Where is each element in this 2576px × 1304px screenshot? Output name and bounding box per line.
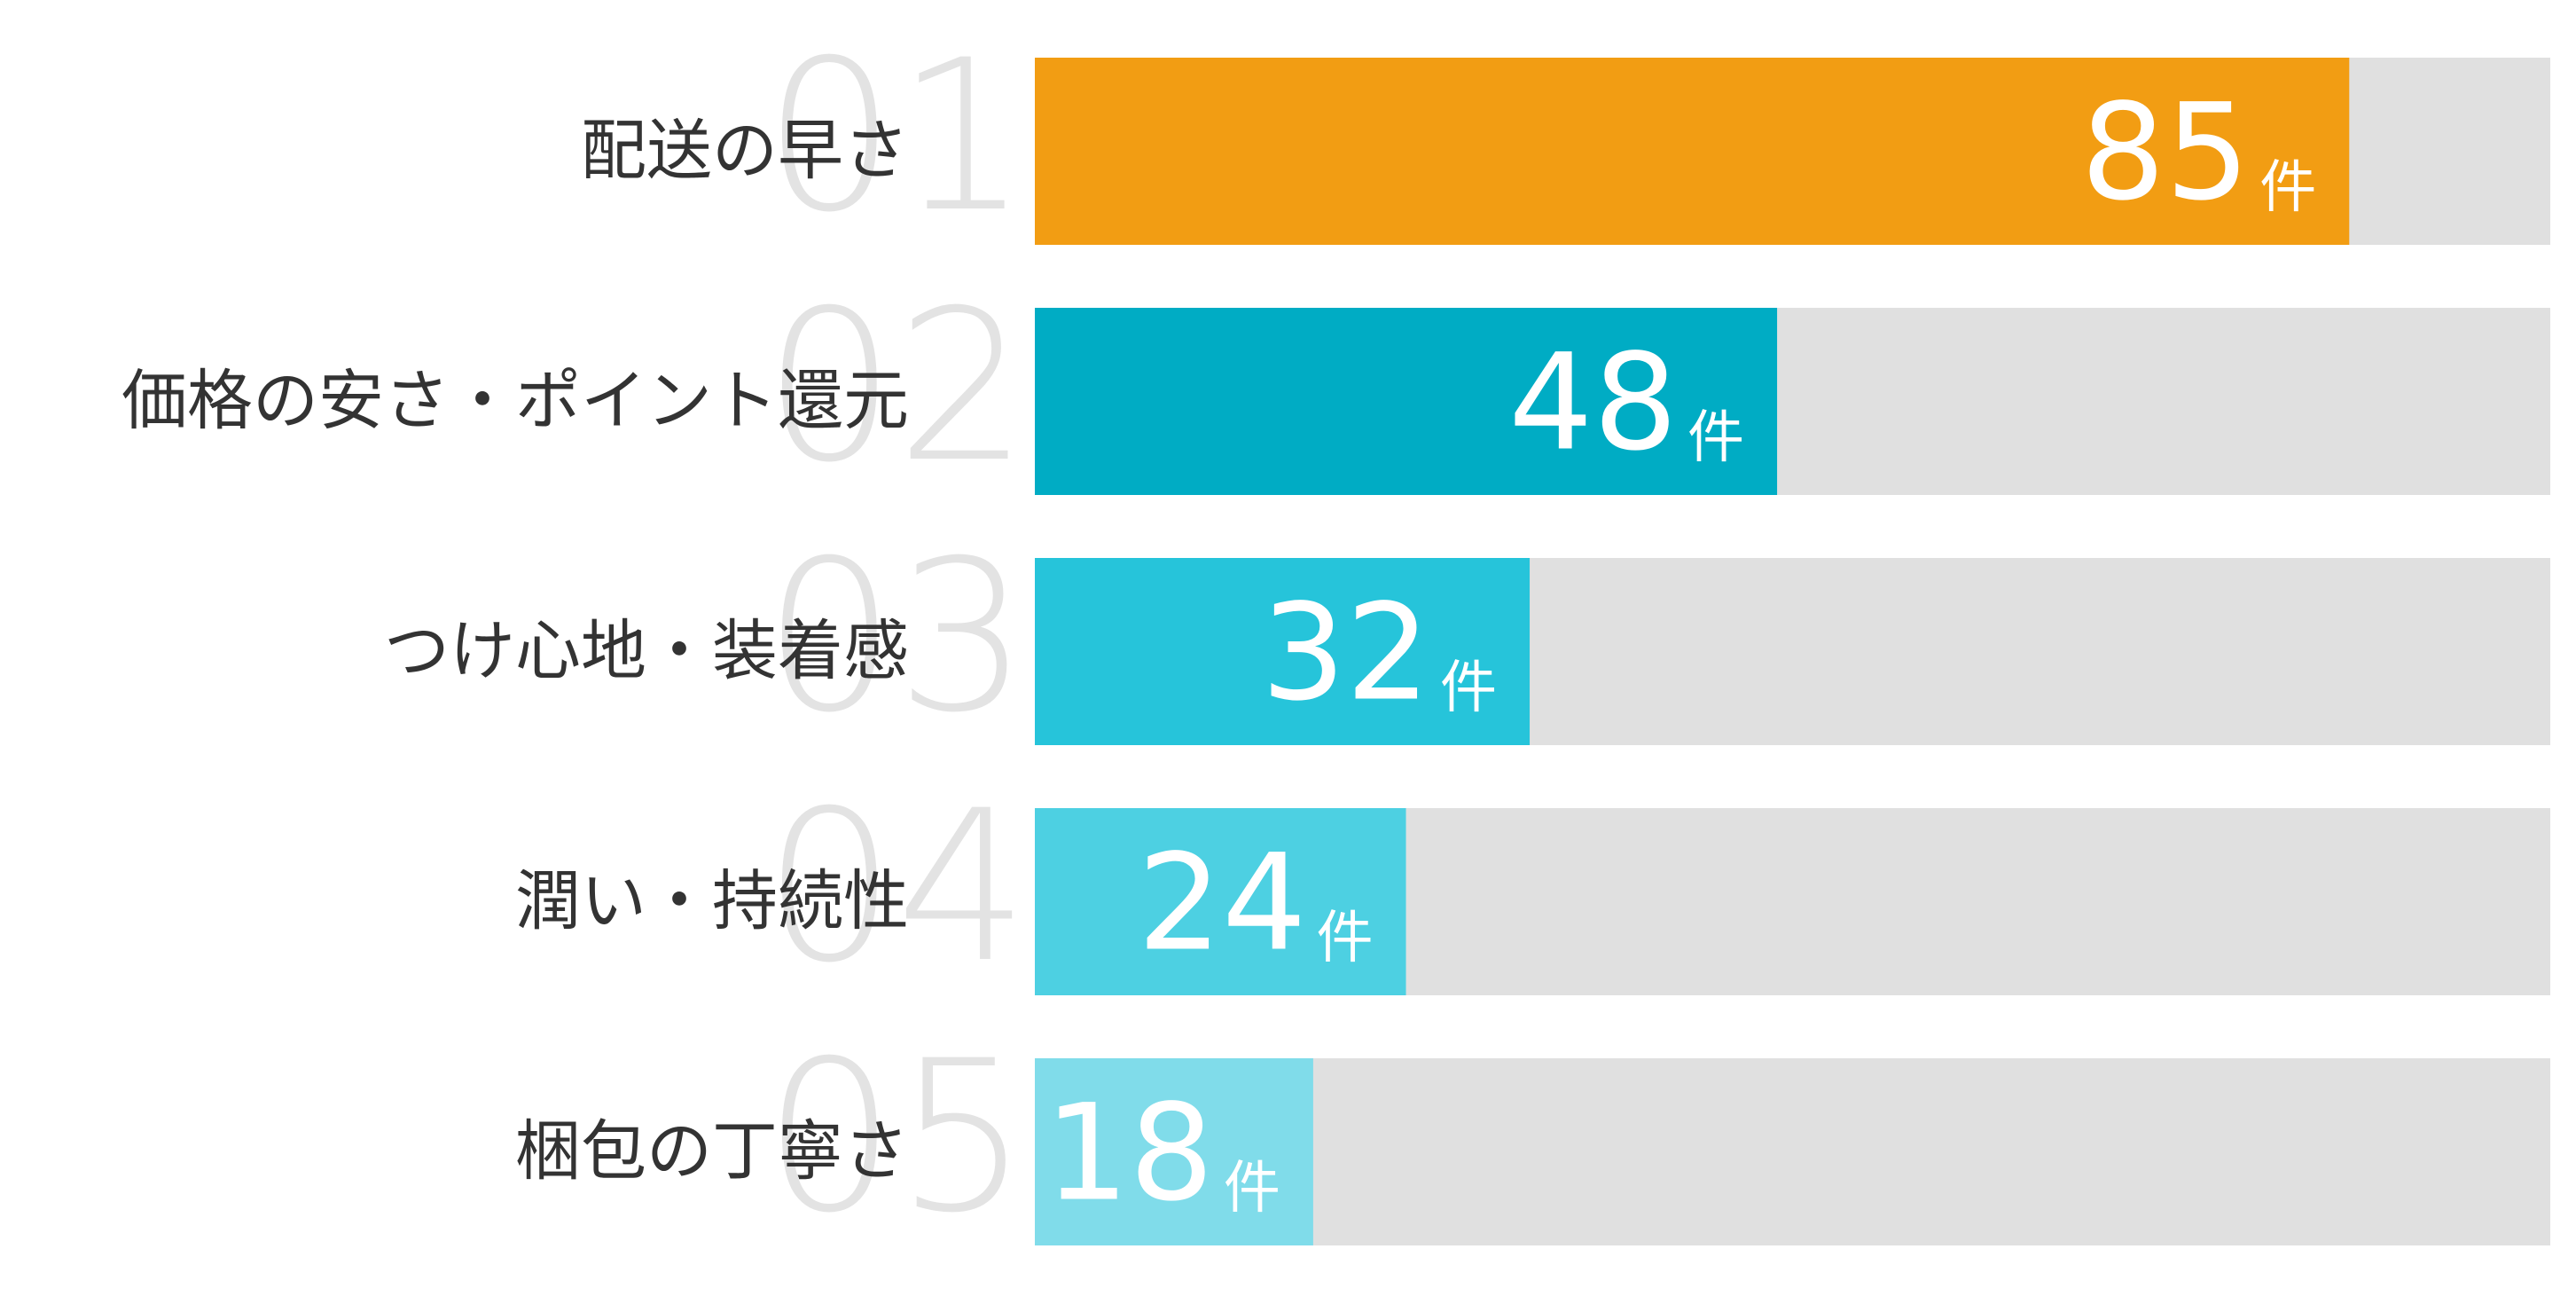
category-label: 配送の早さ [581, 113, 909, 189]
bar [1035, 308, 1778, 495]
rank-number: 02 [763, 266, 1029, 508]
rank-number: 03 [763, 516, 1029, 758]
bar [1035, 58, 2350, 245]
rank-number: 04 [763, 766, 1029, 1009]
bar [1035, 558, 1531, 745]
value-label: 85 [2080, 76, 2250, 231]
value-unit: 件 [1687, 405, 1744, 471]
value-unit: 件 [1317, 906, 1374, 971]
rank-number: 01 [763, 16, 1029, 258]
value-unit: 件 [1224, 1156, 1280, 1222]
value-label: 18 [1045, 1077, 1214, 1231]
bar [1035, 1058, 1313, 1245]
value-unit: 件 [2259, 155, 2316, 221]
value-label: 48 [1508, 326, 1678, 481]
rank-number: 05 [763, 1017, 1029, 1259]
category-label: 梱包の丁寧さ [515, 1113, 909, 1190]
category-label: 価格の安さ・ポイント還元 [121, 363, 909, 439]
value-unit: 件 [1440, 656, 1497, 721]
value-label: 32 [1261, 577, 1430, 731]
value-label: 24 [1138, 827, 1307, 981]
category-label: つけ心地・装着感 [384, 613, 909, 689]
bar [1035, 808, 1406, 995]
category-label: 潤い・持続性 [515, 863, 909, 939]
